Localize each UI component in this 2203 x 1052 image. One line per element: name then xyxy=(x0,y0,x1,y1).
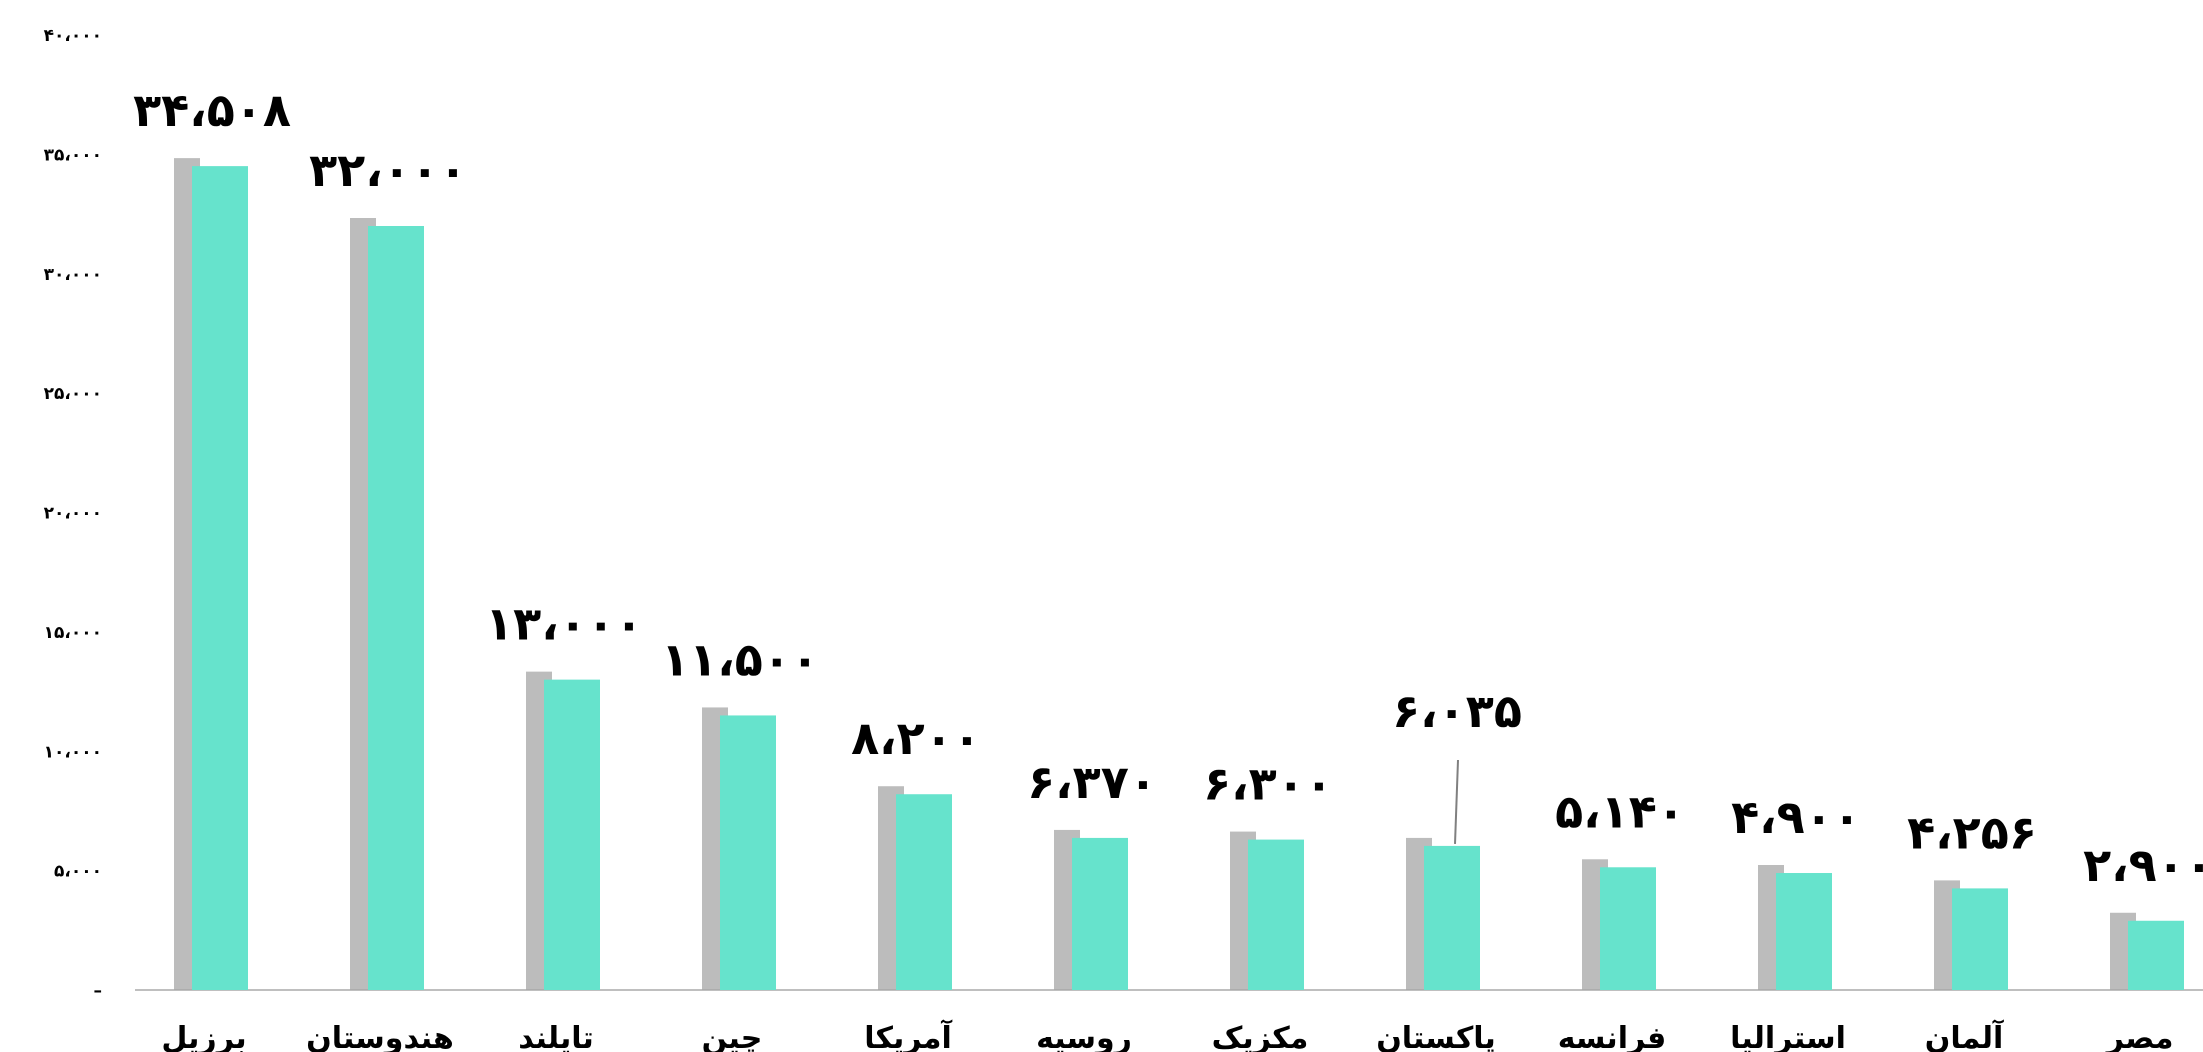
bar xyxy=(1072,837,1128,990)
data-label: ۸،۲۰۰ xyxy=(851,711,981,765)
data-label: ۶،۳۰۰ xyxy=(1203,757,1333,811)
x-category-label: روسیه xyxy=(1036,1021,1132,1052)
y-tick-label: ۴۰،۰۰۰ xyxy=(44,26,102,46)
bar xyxy=(368,226,424,990)
leader-lines xyxy=(1454,759,1459,844)
y-tick-label: ۵،۰۰۰ xyxy=(54,862,102,882)
y-tick-label: ۱۵،۰۰۰ xyxy=(44,623,102,643)
data-label: ۳۴،۵۰۸ xyxy=(133,83,291,137)
bar xyxy=(1248,839,1304,990)
leader-line xyxy=(1454,759,1459,844)
x-category-label: آمریکا xyxy=(864,1019,952,1052)
data-label: ۱۱،۵۰۰ xyxy=(661,632,819,686)
bar xyxy=(1424,845,1480,990)
data-label: ۳۲،۰۰۰ xyxy=(309,143,467,197)
data-labels: ۳۴،۵۰۸ ۳۲،۰۰۰ ۱۳،۰۰۰ ۱۱،۵۰۰ ۸،۲۰۰ ۶،۳۷۰ ۶،۳۰۰ ۶… xyxy=(133,83,2203,892)
x-category-label: آلمان xyxy=(1925,1019,2004,1052)
y-tick-label: – xyxy=(94,981,103,1001)
y-tick-label: ۱۰،۰۰۰ xyxy=(44,742,102,762)
x-category-label: مصر xyxy=(2105,1021,2174,1052)
data-label: ۲،۹۰۰ xyxy=(2083,838,2203,892)
data-label: ۶،۰۳۵ xyxy=(1392,684,1522,738)
bars xyxy=(174,158,2184,990)
bar xyxy=(2128,920,2184,990)
y-tick-label: ۲۵،۰۰۰ xyxy=(44,384,102,404)
data-label: ۴،۲۵۶ xyxy=(1907,805,2037,859)
data-label: ۱۳،۰۰۰ xyxy=(485,597,643,651)
data-label: ۶،۳۷۰ xyxy=(1027,755,1157,809)
bar xyxy=(1600,867,1656,990)
x-category-label: پاکستان xyxy=(1376,1021,1496,1052)
data-label: ۴،۹۰۰ xyxy=(1731,790,1861,844)
y-tick-label: ۳۰،۰۰۰ xyxy=(44,265,102,285)
x-category-label: مکزیک xyxy=(1212,1021,1309,1052)
x-axis-categories: برزیل هندوستان تایلند چین آمریکا روسیه مکزیک پا… xyxy=(161,1019,2173,1052)
y-tick-label: ۳۵،۰۰۰ xyxy=(44,145,102,165)
y-axis: – ۵،۰۰۰ ۱۰،۰۰۰ ۱۵،۰۰۰ ۲۰،۰۰۰ ۲۵،۰۰۰ ۳۰،۰۰۰ ۳۵،۰… xyxy=(44,26,102,1001)
bar xyxy=(896,794,952,990)
x-category-label: برزیل xyxy=(161,1021,246,1052)
x-category-label: استرالیا xyxy=(1730,1021,1846,1052)
bar xyxy=(720,715,776,990)
x-category-label: تایلند xyxy=(518,1021,594,1052)
data-label: ۵،۱۴۰ xyxy=(1555,784,1685,838)
bar xyxy=(1776,873,1832,990)
x-category-label: چین xyxy=(702,1021,763,1052)
x-category-label: هندوستان xyxy=(306,1021,454,1052)
bar xyxy=(192,166,248,990)
x-category-label: فرانسه xyxy=(1558,1021,1667,1052)
y-tick-label: ۲۰،۰۰۰ xyxy=(44,504,102,524)
bar xyxy=(544,679,600,990)
bar xyxy=(1952,888,2008,990)
